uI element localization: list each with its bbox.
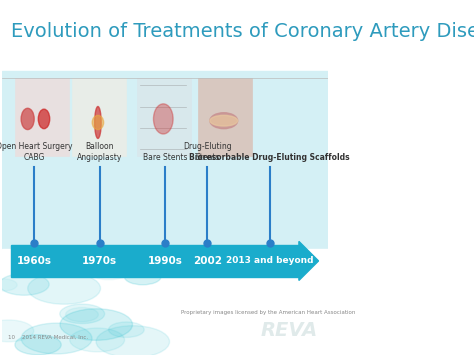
Bar [15, 78, 69, 156]
Text: 1970s: 1970s [82, 256, 117, 266]
Ellipse shape [109, 322, 144, 337]
Ellipse shape [0, 274, 49, 295]
Bar [137, 78, 191, 156]
Ellipse shape [27, 273, 100, 304]
Ellipse shape [60, 309, 133, 340]
Text: 1990s: 1990s [147, 256, 182, 266]
Text: 2002: 2002 [193, 256, 222, 266]
Text: Evolution of Treatments of Coronary Artery Disease: Evolution of Treatments of Coronary Arte… [11, 22, 474, 42]
Text: Drug-Eluting
Stents: Drug-Eluting Stents [183, 142, 232, 162]
Ellipse shape [21, 323, 92, 354]
Ellipse shape [154, 104, 173, 134]
Text: Proprietary images licensed by the American Heart Association: Proprietary images licensed by the Ameri… [181, 310, 356, 315]
Bar [11, 245, 299, 277]
Text: Open Heart Surgery
CABG: Open Heart Surgery CABG [0, 142, 73, 162]
Ellipse shape [92, 115, 104, 130]
Text: Balloon
Angioplasty: Balloon Angioplasty [77, 142, 122, 162]
Text: 2013 and beyond: 2013 and beyond [226, 256, 313, 266]
Bar [1, 0, 328, 78]
Text: Bioresorbable Drug-Eluting Scaffolds: Bioresorbable Drug-Eluting Scaffolds [189, 153, 350, 162]
Bar [1, 71, 328, 248]
Ellipse shape [38, 109, 50, 129]
Ellipse shape [95, 106, 101, 138]
Ellipse shape [0, 320, 34, 342]
Polygon shape [299, 241, 319, 280]
Ellipse shape [0, 279, 17, 291]
Bar [198, 78, 252, 156]
Bar [72, 78, 126, 156]
Ellipse shape [96, 326, 170, 355]
Text: REVA: REVA [261, 321, 318, 340]
Ellipse shape [21, 108, 34, 130]
Ellipse shape [15, 335, 61, 355]
Ellipse shape [65, 307, 98, 322]
Ellipse shape [70, 328, 125, 352]
Ellipse shape [210, 113, 237, 129]
Ellipse shape [67, 262, 98, 275]
Ellipse shape [88, 262, 129, 280]
Text: Bare Stents: Bare Stents [143, 153, 187, 162]
Text: 10    2014 REVA Medical, Inc.: 10 2014 REVA Medical, Inc. [8, 335, 88, 340]
Ellipse shape [60, 304, 105, 324]
Bar [1, 248, 328, 355]
Ellipse shape [125, 269, 161, 285]
Text: 1960s: 1960s [17, 256, 52, 266]
Ellipse shape [210, 115, 237, 126]
